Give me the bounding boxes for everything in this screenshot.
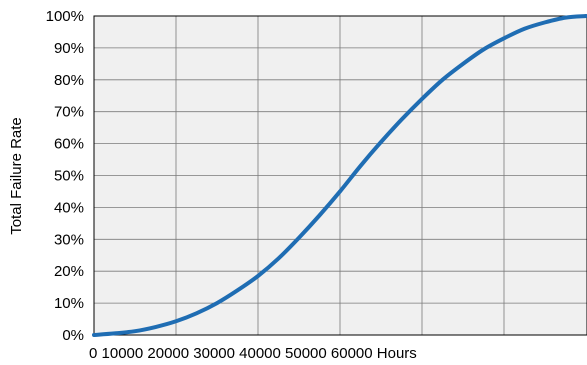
- data-point: [482, 47, 485, 51]
- data-point: [502, 36, 506, 40]
- data-point: [461, 62, 465, 66]
- y-tick-label: 70%: [54, 104, 84, 121]
- y-tick-label: 50%: [54, 168, 84, 185]
- data-point: [195, 311, 198, 315]
- data-point: [133, 329, 137, 333]
- data-point: [92, 333, 96, 337]
- y-tick-label: 40%: [54, 199, 84, 216]
- horizontal-gridlines: [94, 47, 587, 304]
- data-point: [441, 78, 444, 82]
- series-layer: [92, 14, 587, 337]
- plot-frame: [93, 15, 587, 336]
- y-axis-title: Total Failure Rate: [8, 117, 25, 235]
- data-point: [154, 325, 157, 329]
- data-point: [523, 27, 526, 31]
- y-tick-label: 10%: [54, 295, 84, 312]
- data-point: [297, 236, 301, 240]
- data-point: [236, 288, 239, 292]
- data-point: [543, 20, 547, 24]
- data-point: [277, 256, 280, 260]
- y-tick-label: 80%: [54, 72, 84, 89]
- y-tick-label: 90%: [54, 40, 84, 57]
- y-tick-label: 30%: [54, 231, 84, 248]
- y-tick-label: 0%: [62, 327, 84, 344]
- data-point: [420, 97, 424, 101]
- y-tick-label: 100%: [46, 8, 84, 25]
- y-tick-label: 20%: [54, 263, 84, 280]
- data-point: [215, 301, 219, 305]
- data-point: [338, 189, 342, 193]
- data-point: [359, 164, 362, 168]
- x-axis-tick-labels: 0 10000 20000 30000 40000 50000 60000 Ho…: [89, 345, 417, 362]
- y-tick-labels: 0% 10% 20% 30% 40% 50% 60% 70% 80% 90% 100%: [46, 8, 84, 344]
- data-point: [318, 213, 321, 217]
- data-point: [584, 14, 587, 18]
- data-point: [564, 16, 567, 20]
- data-point: [256, 274, 260, 278]
- data-point: [174, 319, 178, 323]
- data-point: [113, 331, 116, 335]
- data-point: [400, 118, 403, 122]
- data-point: [379, 140, 383, 144]
- y-tick-label: 60%: [54, 136, 84, 153]
